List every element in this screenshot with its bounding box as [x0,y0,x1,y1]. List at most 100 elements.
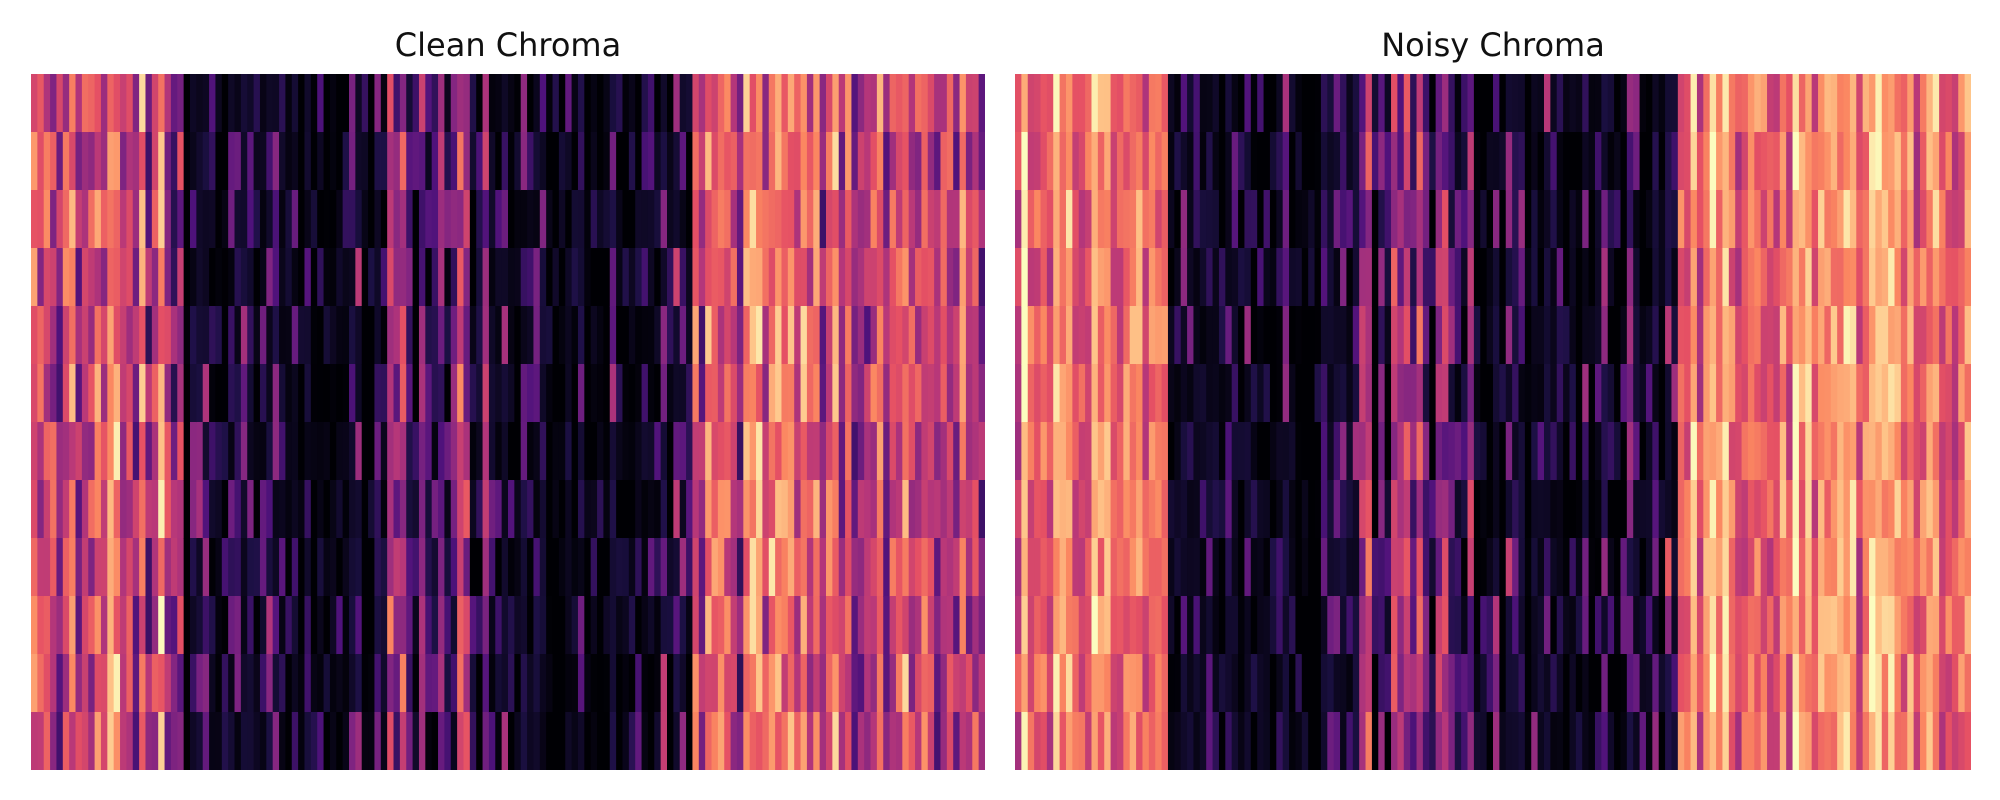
heatmap-cell [329,306,337,365]
heatmap-cell [1537,654,1545,713]
heatmap-cell [794,712,802,770]
heatmap-cell [1665,654,1673,713]
heatmap-cell [1543,132,1551,191]
heatmap-cell [1849,596,1857,655]
heatmap-cell [1818,364,1826,423]
heatmap-cell [1728,364,1736,423]
heatmap-cell [463,74,471,133]
heatmap-cell [1658,712,1666,770]
heatmap-cell [1314,190,1322,249]
heatmap-cell [1594,480,1602,539]
heatmap-cell [660,132,668,191]
heatmap-cell [915,74,922,133]
heatmap-cell [679,480,687,539]
heatmap-cell [1537,306,1545,365]
heatmap-cell [1378,596,1386,655]
heatmap-cell [1773,74,1781,133]
heatmap-cell [736,364,744,423]
heatmap-cell [1709,190,1717,249]
heatmap-cell [1225,74,1233,133]
heatmap-cell [775,538,783,597]
heatmap-cell [1289,74,1297,133]
heatmap-cell [323,74,331,133]
heatmap-cell [667,480,674,539]
heatmap-cell [762,596,770,655]
heatmap-cell [1206,422,1214,481]
heatmap-cell [1773,306,1781,365]
heatmap-cell [1021,248,1029,307]
heatmap-cell [1193,654,1201,713]
heatmap-cell [743,422,751,481]
heatmap-cell [1645,538,1653,597]
heatmap-cell [1518,654,1526,713]
heatmap-cell [1454,132,1462,191]
heatmap-cell [673,654,681,713]
heatmap-cell [100,538,108,597]
heatmap-cell [1690,596,1698,655]
heatmap-cell [1422,480,1430,539]
heatmap-cell [368,596,376,655]
heatmap-cell [190,306,197,365]
heatmap-cell [43,712,51,770]
heatmap-cell [272,306,280,365]
heatmap-cell [1767,480,1775,539]
heatmap-cell [622,480,630,539]
heatmap-cell [514,248,522,307]
heatmap-cell [1537,190,1545,249]
heatmap-cell [482,538,490,597]
heatmap-cell [75,422,83,481]
heatmap-cell [1639,538,1647,597]
heatmap-cell [1926,364,1934,423]
heatmap-cell [1798,306,1806,365]
heatmap-cell [336,654,344,713]
heatmap-cell [1097,132,1105,191]
heatmap-cell [1779,306,1787,365]
heatmap-cell [1340,712,1348,770]
heatmap-cell [590,132,598,191]
heatmap-cell [1741,654,1749,713]
heatmap-cell [654,596,662,655]
heatmap-cell [1295,712,1303,770]
heatmap-cell [520,538,528,597]
heatmap-cell [1467,248,1475,307]
heatmap-cell [1282,132,1290,191]
heatmap-cell [1416,248,1424,307]
heatmap-cell [444,248,452,307]
heatmap-cell [679,132,687,191]
heatmap-cell [1193,306,1201,365]
heatmap-cell [622,132,630,191]
heatmap-cell [1097,596,1105,655]
heatmap-cell [1454,712,1462,770]
heatmap-cell [965,480,973,539]
heatmap-cell [1212,480,1220,539]
heatmap-cell [323,654,331,713]
heatmap-cell [1384,248,1392,307]
heatmap-cell [228,480,236,539]
heatmap-cell [1078,712,1086,770]
heatmap-cell [832,422,840,481]
heatmap-cell [934,306,942,365]
heatmap-cell [1588,306,1596,365]
heatmap-cell [895,538,903,597]
heatmap-cell [62,306,70,365]
heatmap-cell [1403,190,1411,249]
heatmap-cell [1015,480,1022,539]
heatmap-cell [717,364,725,423]
heatmap-cell [1900,422,1908,481]
heatmap-cell [107,654,115,713]
heatmap-cell [1677,74,1685,133]
heatmap-cell [921,480,929,539]
heatmap-cell [1212,74,1220,133]
heatmap-cell [520,74,528,133]
heatmap-cell [139,248,147,307]
heatmap-cell [1155,538,1163,597]
heatmap-cell [1072,364,1080,423]
heatmap-cell [660,654,668,713]
heatmap-cell [1467,538,1475,597]
heatmap-cell [1665,596,1673,655]
heatmap-cell [1531,422,1539,481]
heatmap-cell [1059,306,1067,365]
heatmap-cell [31,422,38,481]
heatmap-cell [915,596,922,655]
heatmap-cell [431,480,439,539]
